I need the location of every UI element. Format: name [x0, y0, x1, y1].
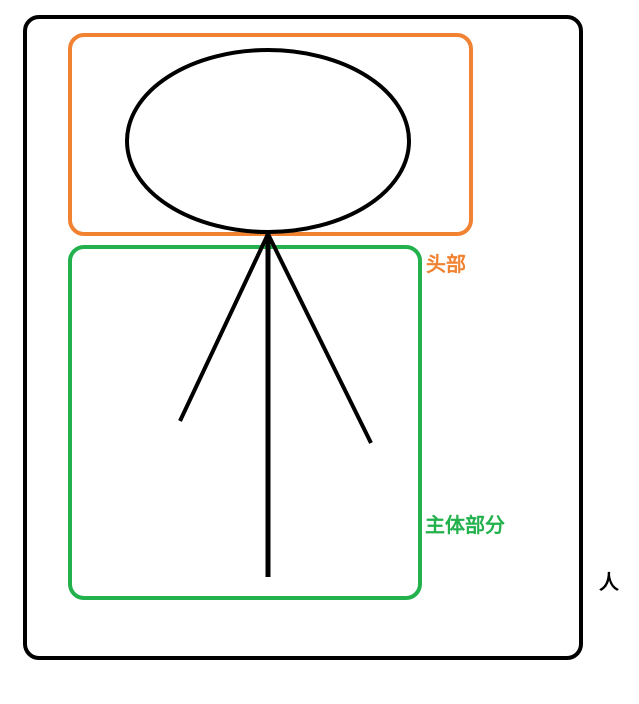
person-container-box — [23, 15, 583, 660]
head-ellipse — [125, 48, 411, 234]
left-arm-line — [178, 233, 270, 422]
head-section-box — [68, 33, 473, 236]
body-section-box — [68, 245, 422, 600]
head-label: 头部 — [426, 252, 466, 276]
body-label: 主体部分 — [425, 513, 505, 537]
person-label: 人 — [599, 570, 620, 594]
right-arm-line — [266, 233, 373, 444]
